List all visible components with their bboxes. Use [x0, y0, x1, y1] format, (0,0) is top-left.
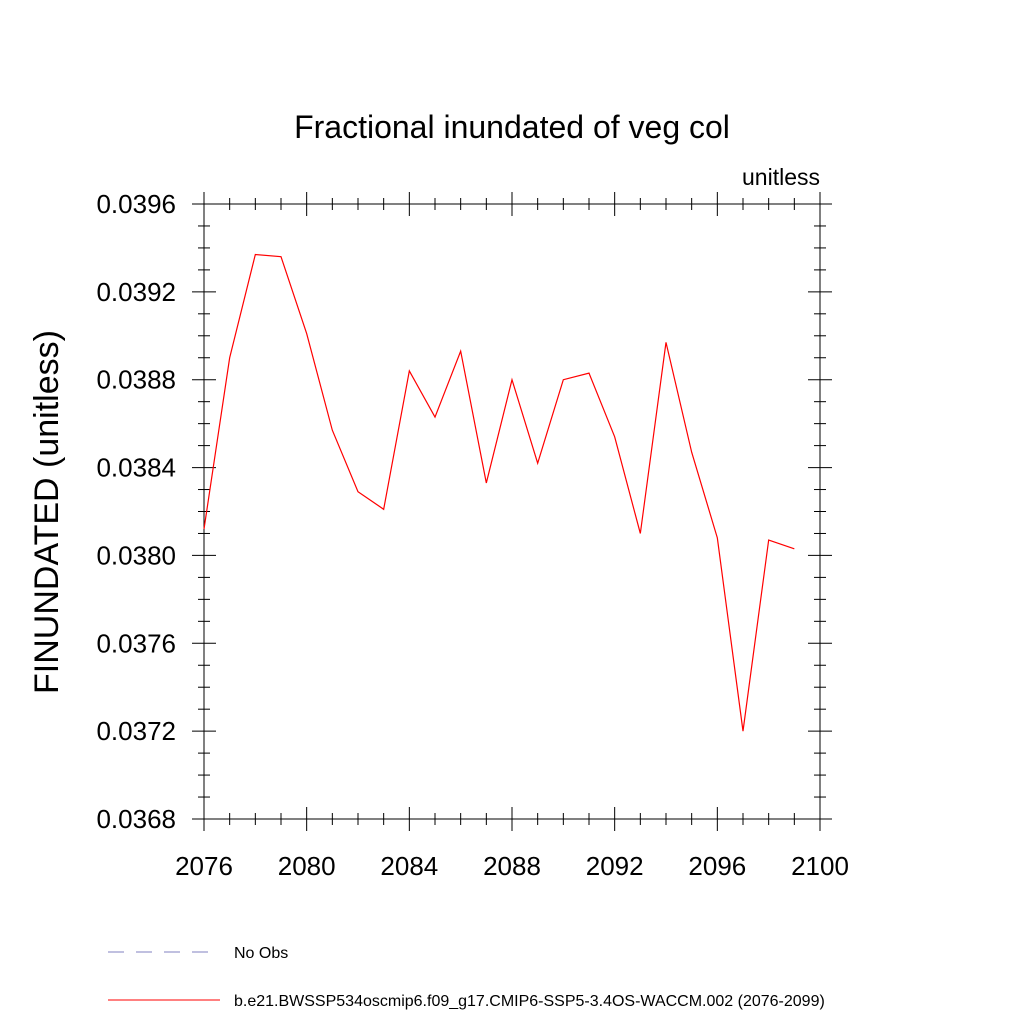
- x-tick-label: 2092: [586, 851, 644, 881]
- x-tick-label: 2096: [688, 851, 746, 881]
- x-tick-label: 2084: [380, 851, 438, 881]
- x-tick-label: 2088: [483, 851, 541, 881]
- y-tick-label: 0.0392: [96, 277, 176, 307]
- tick-marks: [192, 192, 832, 831]
- y-tick-label: 0.0368: [96, 804, 176, 834]
- y-tick-label: 0.0388: [96, 365, 176, 395]
- plot-frame: [203, 203, 821, 820]
- x-tick-label: 2076: [175, 851, 233, 881]
- series-line: [203, 253, 795, 732]
- units-label: unitless: [742, 164, 820, 190]
- legend: No Obs b.e21.BWSSP534oscmip6.f09_g17.CMIP…: [108, 945, 825, 1010]
- y-tick-label: 0.0380: [96, 540, 176, 570]
- y-tick-label: 0.0396: [96, 189, 176, 219]
- y-axis-label: FINUNDATED (unitless): [28, 330, 66, 694]
- chart-title: Fractional inundated of veg col: [294, 109, 730, 145]
- y-tick-label: 0.0376: [96, 628, 176, 658]
- x-tick-label: 2100: [791, 851, 849, 881]
- tick-labels: 2076 2080 2084 2088 2092 2096 2100 0.0368 0.0372…: [96, 189, 848, 881]
- series-group: [203, 253, 795, 732]
- legend-label: No Obs: [234, 945, 288, 962]
- y-tick-label: 0.0372: [96, 716, 176, 746]
- legend-label: b.e21.BWSSP534oscmip6.f09_g17.CMIP6-SSP5…: [234, 993, 825, 1010]
- y-tick-label: 0.0384: [96, 453, 176, 483]
- x-tick-label: 2080: [278, 851, 336, 881]
